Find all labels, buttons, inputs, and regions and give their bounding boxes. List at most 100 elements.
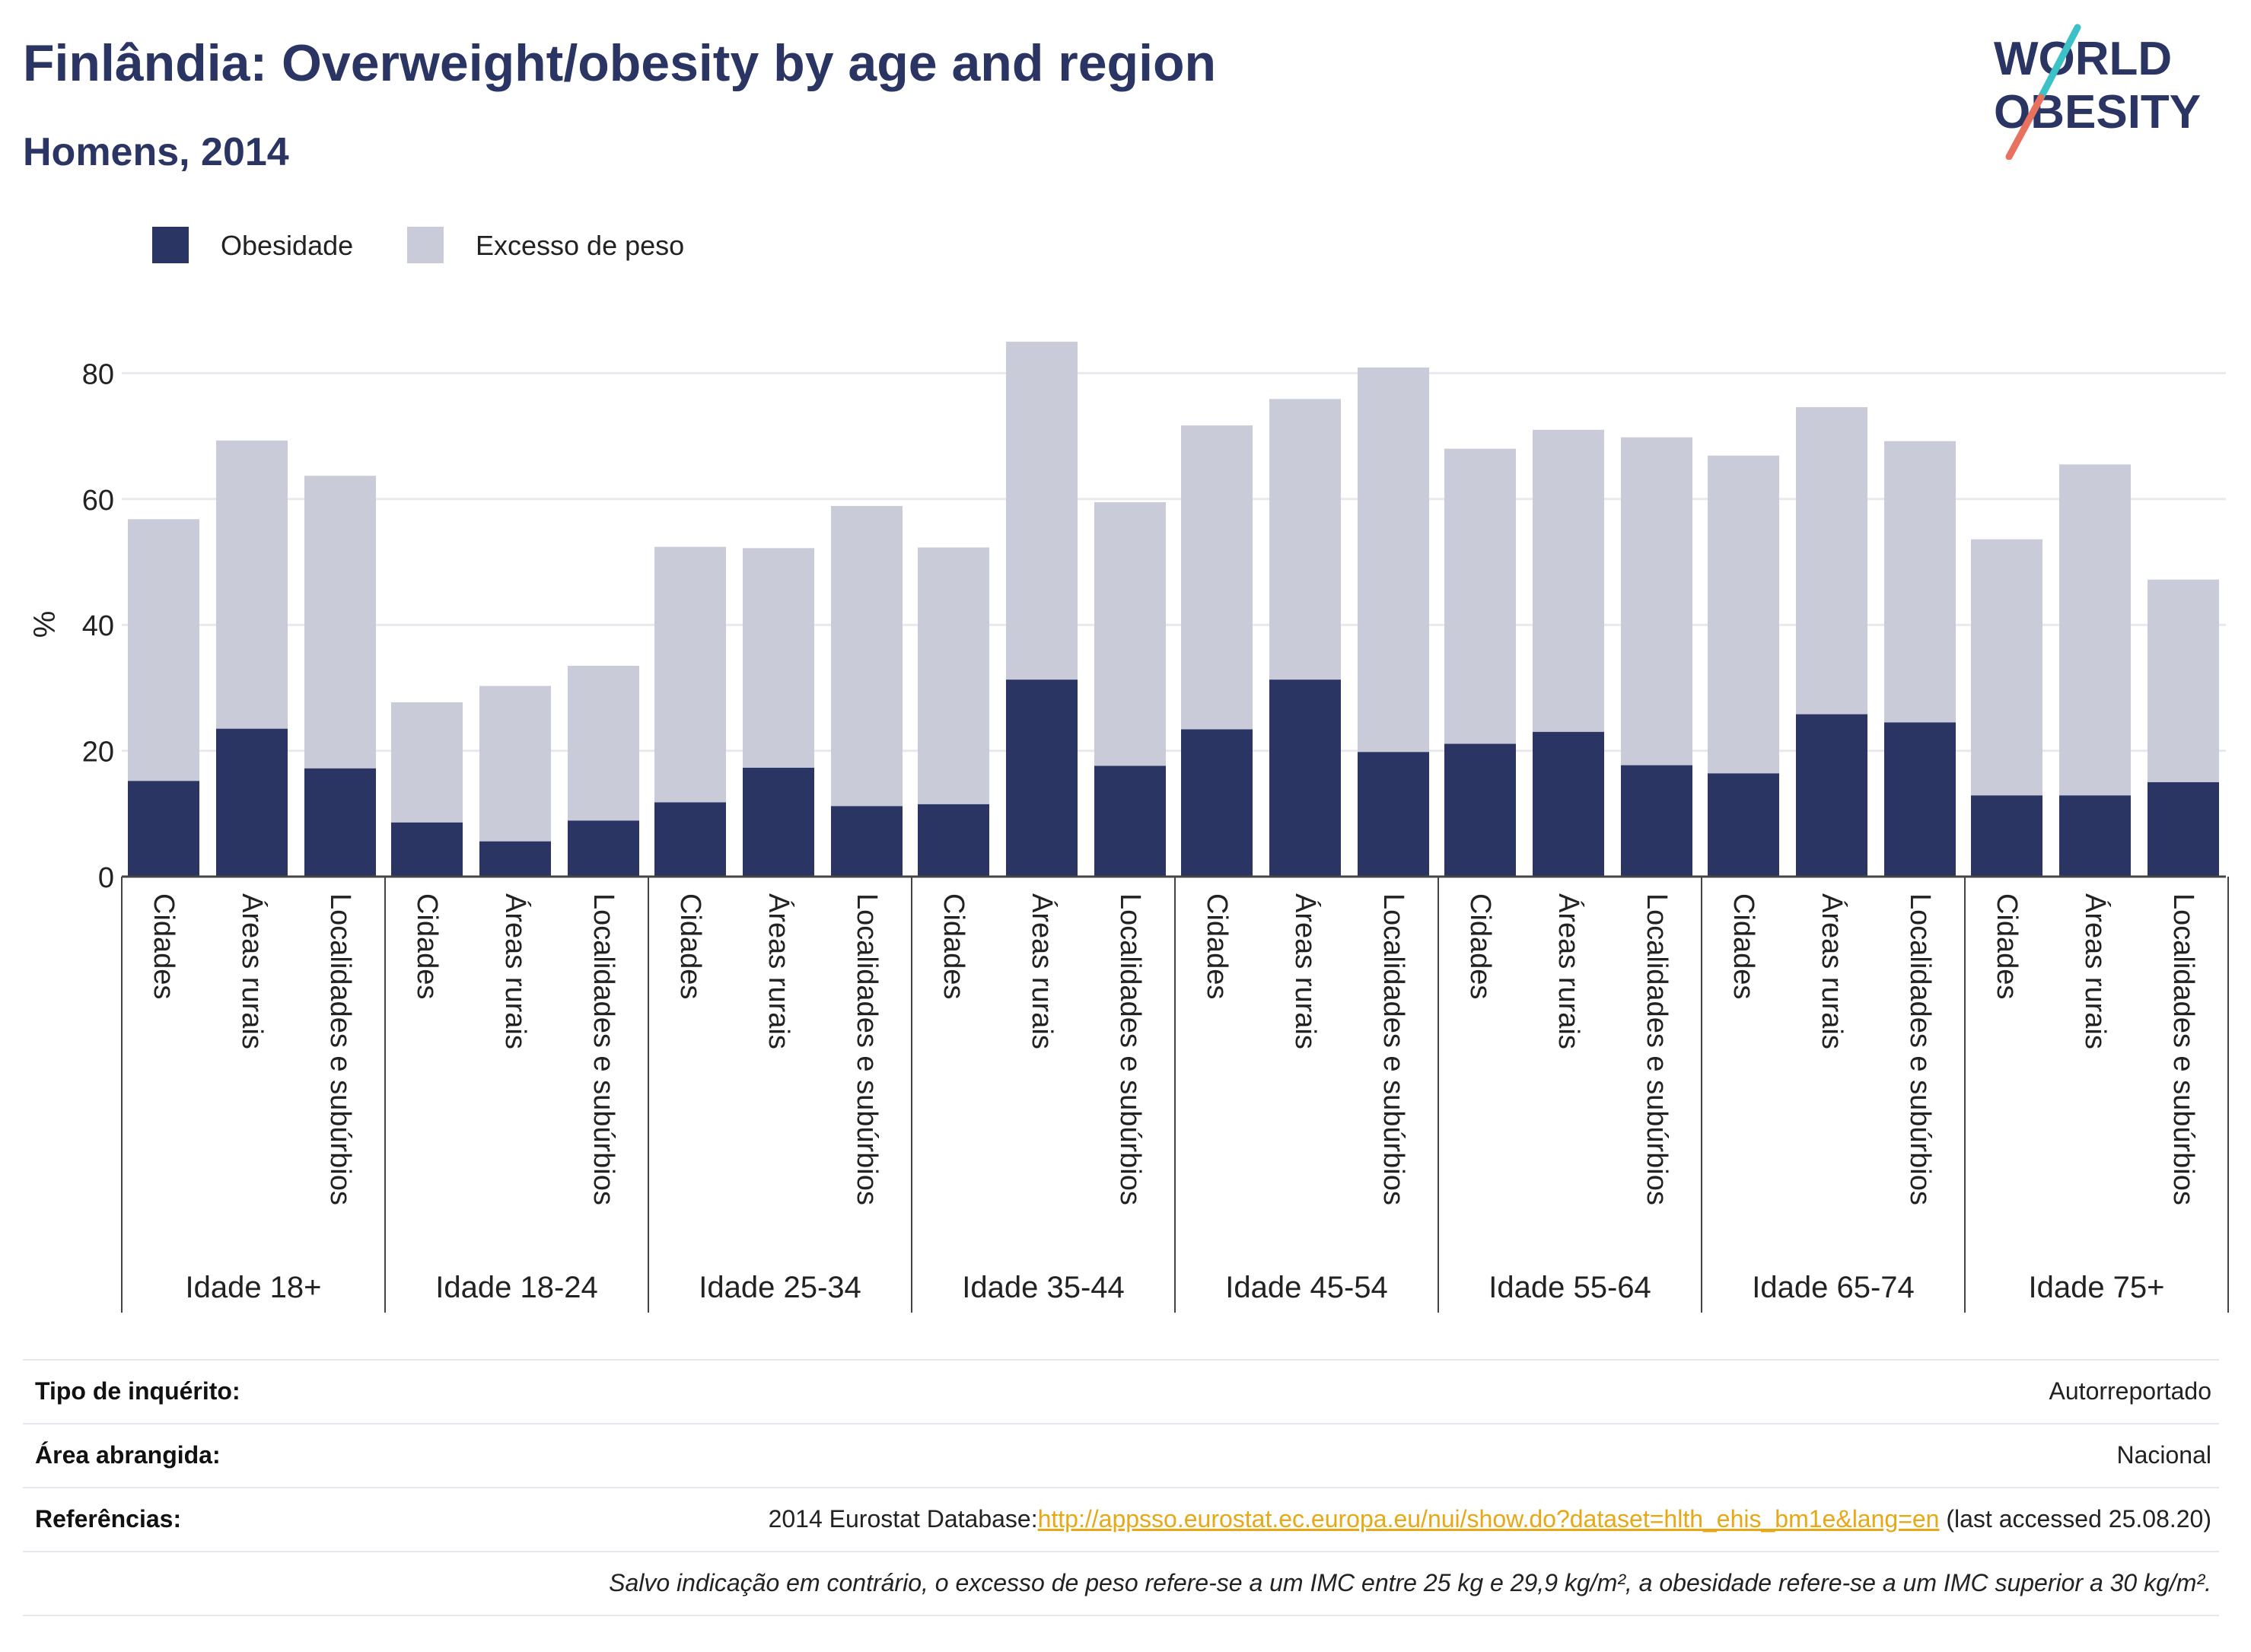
- y-axis-title: %: [28, 611, 62, 638]
- logo-accent-top: [2037, 24, 2081, 101]
- bar-obesity: [568, 820, 639, 877]
- x-group-label: Idade 35-44: [962, 1271, 1125, 1304]
- bar-obesity: [1708, 773, 1779, 877]
- area-value: Nacional: [2116, 1441, 2211, 1469]
- x-category-label: Áreas rurais: [1289, 893, 1322, 1049]
- bar-obesity: [2059, 795, 2131, 877]
- bar-overweight: [1269, 399, 1341, 680]
- bar-overweight: [479, 686, 551, 842]
- x-category-label: Localidades e subúrbios: [1904, 893, 1936, 1205]
- bar-obesity: [1533, 731, 1604, 877]
- bar-overweight: [1884, 441, 1956, 723]
- logo-accent-bottom: [2005, 94, 2045, 160]
- references-prefix: 2014 Eurostat Database:: [768, 1505, 1038, 1533]
- logo-line2: OBESITY: [1994, 86, 2201, 138]
- bar-overweight: [1533, 429, 1604, 732]
- x-category-label: Áreas rurais: [2079, 893, 2112, 1049]
- x-category-label: Cidades: [1201, 893, 1233, 999]
- bar-obesity: [1884, 722, 1956, 877]
- references-suffix: (last accessed 25.08.20): [1939, 1505, 2211, 1533]
- x-group-label: Idade 65-74: [1752, 1271, 1915, 1304]
- bar-overweight: [1444, 448, 1516, 744]
- y-tick-label: 40: [82, 610, 114, 642]
- bar-overweight: [2148, 579, 2219, 782]
- y-tick-label: 20: [82, 737, 114, 769]
- bar-obesity: [654, 802, 726, 877]
- bar-obesity: [1358, 752, 1429, 877]
- survey-type-label: Tipo de inquérito:: [35, 1377, 240, 1405]
- bar-overweight: [1796, 407, 1867, 715]
- chart-title: Finlândia: Overweight/obesity by age and…: [23, 34, 1217, 92]
- x-category-label: Localidades e subúrbios: [2167, 893, 2199, 1205]
- x-category-label: Localidades e subúrbios: [851, 893, 883, 1205]
- y-tick-label: 80: [82, 358, 114, 390]
- references-link[interactable]: http://appsso.eurostat.ec.europa.eu/nui/…: [1037, 1505, 1940, 1533]
- x-category-label: Localidades e subúrbios: [1114, 893, 1146, 1205]
- x-category-label: Áreas rurais: [236, 893, 269, 1049]
- bar-obesity: [216, 728, 288, 877]
- x-group-label: Idade 45-54: [1225, 1271, 1388, 1304]
- info-row-note: Salvo indicação em contrário, o excesso …: [23, 1552, 2219, 1616]
- bar-obesity: [2148, 781, 2219, 877]
- x-category-label: Localidades e subúrbios: [1377, 893, 1409, 1205]
- bar-obesity: [1621, 765, 1692, 877]
- definition-note: Salvo indicação em contrário, o excesso …: [609, 1569, 2211, 1596]
- world-obesity-logo: WORLD OBESITY: [1994, 24, 2201, 160]
- legend-label-overweight: Excesso de peso: [476, 230, 685, 261]
- bar-overweight: [1708, 455, 1779, 774]
- bar-obesity: [1269, 680, 1341, 877]
- x-category-label: Cidades: [411, 893, 443, 999]
- x-group-label: Idade 75+: [2028, 1271, 2164, 1304]
- bar-overweight: [1006, 342, 1078, 680]
- bar-overweight: [1358, 367, 1429, 753]
- x-category-label: Localidades e subúrbios: [324, 893, 356, 1205]
- bar-overweight: [128, 519, 199, 781]
- x-category-label: Cidades: [674, 893, 706, 999]
- bar-overweight: [568, 665, 639, 821]
- bar-overweight: [654, 546, 726, 803]
- bar-obesity: [128, 781, 199, 877]
- bar-obesity: [1006, 680, 1078, 877]
- bar-overweight: [1621, 437, 1692, 766]
- bar-obesity: [304, 768, 376, 877]
- chart-subtitle: Homens, 2014: [23, 130, 289, 174]
- bar-overweight: [743, 548, 814, 768]
- x-category-label: Localidades e subúrbios: [1641, 893, 1673, 1205]
- area-label: Área abrangida:: [35, 1441, 221, 1469]
- bar-obesity: [1796, 714, 1867, 877]
- references-value: 2014 Eurostat Database:http://appsso.eur…: [769, 1505, 2211, 1533]
- bar-overweight: [304, 476, 376, 769]
- x-group-label: Idade 18+: [185, 1271, 321, 1304]
- x-category-label: Cidades: [1991, 893, 2023, 999]
- x-category-label: Áreas rurais: [1816, 893, 1848, 1049]
- stacked-bar-chart: 0 20 40 60 80% Cidades Áreas rurais Localidades…: [28, 342, 2229, 1313]
- y-tick-label: 60: [82, 485, 114, 517]
- x-group-label: Idade 55-64: [1488, 1271, 1651, 1304]
- bar-obesity: [1094, 766, 1166, 877]
- info-row-area: Área abrangida: Nacional: [23, 1424, 2219, 1488]
- x-category-label: Áreas rurais: [1026, 893, 1059, 1049]
- bar-overweight: [1971, 539, 2042, 796]
- bar-obesity: [831, 806, 903, 877]
- x-category-label: Áreas rurais: [499, 893, 532, 1049]
- x-category-label: Áreas rurais: [1552, 893, 1585, 1049]
- x-group-label: Idade 25-34: [699, 1271, 861, 1304]
- bar-overweight: [1094, 501, 1166, 766]
- bar-obesity: [391, 822, 463, 877]
- logo-line1: WORLD: [1994, 33, 2172, 85]
- bar-obesity: [1971, 795, 2042, 877]
- bar-overweight: [216, 440, 288, 729]
- bar-obesity: [1444, 743, 1516, 877]
- x-category-label: Áreas rurais: [763, 893, 795, 1049]
- x-category-label: Cidades: [938, 893, 969, 999]
- y-tick-label: 0: [98, 862, 114, 894]
- bar-obesity: [918, 804, 989, 877]
- bar-overweight: [831, 505, 903, 807]
- x-category-label: Cidades: [1727, 893, 1759, 999]
- bar-overweight: [2059, 464, 2131, 796]
- survey-type-value: Autorreportado: [2049, 1377, 2211, 1405]
- bar-obesity: [743, 767, 814, 877]
- info-row-references: Referências: 2014 Eurostat Database:http…: [23, 1488, 2219, 1552]
- legend-swatch-obesity: [152, 227, 189, 263]
- references-label: Referências:: [35, 1505, 182, 1533]
